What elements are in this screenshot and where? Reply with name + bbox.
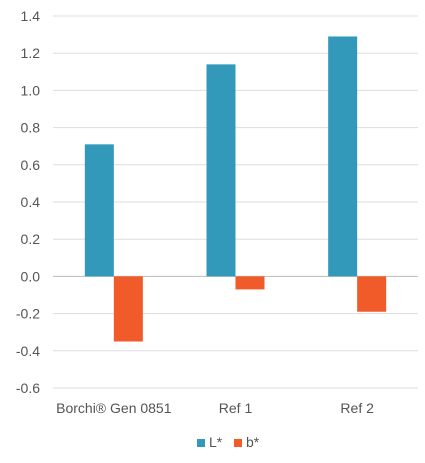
bar-l-star [328,36,358,277]
y-tick-label: -0.6 [16,380,40,396]
bar-b-star [235,276,265,290]
y-tick-label: -0.2 [16,306,40,322]
y-tick-label: 0.8 [21,120,41,136]
y-tick-label: -0.4 [16,343,40,359]
y-tick-label: 1.4 [21,8,41,24]
x-tick-label: Ref 2 [340,400,374,416]
y-tick-label: 0.4 [21,194,41,210]
bar-l-star [206,64,236,277]
y-tick-label: 1.2 [21,45,41,61]
x-tick-label: Borchi® Gen 0851 [56,400,172,416]
legend-swatch [234,439,242,447]
bar-b-star [357,276,387,312]
x-tick-label: Ref 1 [219,400,253,416]
y-tick-label: 0.6 [21,157,41,173]
legend-swatch [197,439,205,447]
y-tick-label: 0.2 [21,231,41,247]
legend-label: L* [209,434,223,450]
y-tick-label: 0.0 [21,268,41,284]
y-tick-label: 1.0 [21,82,41,98]
legend-label: b* [246,434,260,450]
bar-b-star [113,276,143,342]
bar-l-star [84,144,114,277]
